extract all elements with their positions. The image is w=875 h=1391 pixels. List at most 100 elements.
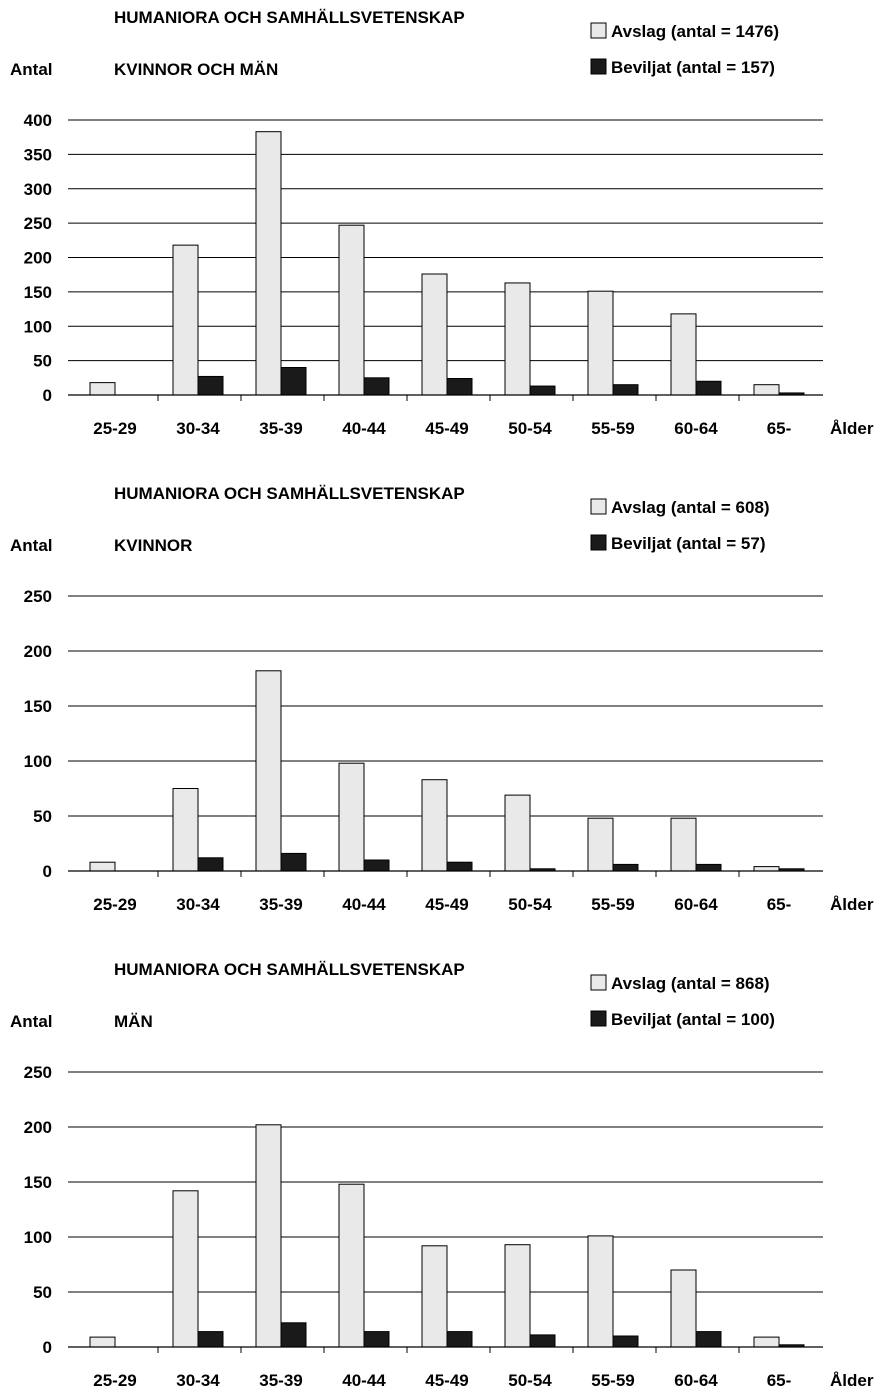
x-tick-label: 50-54 <box>508 895 552 914</box>
bar-beviljat-45-49 <box>446 378 473 396</box>
bar-avslag-65- <box>753 1336 780 1348</box>
y-tick-label: 0 <box>43 862 52 881</box>
bar-beviljat-50-54 <box>529 1334 556 1348</box>
x-tick-label: 40-44 <box>342 419 386 438</box>
bar-beviljat-40-44 <box>363 1331 390 1348</box>
bar-beviljat-40-44 <box>363 859 390 872</box>
y-tick-label: 350 <box>24 145 52 164</box>
legend-label-beviljat: Beviljat (antal = 157) <box>611 58 775 77</box>
bar-beviljat-35-39 <box>280 367 307 396</box>
x-axis-label: Ålder <box>830 419 874 438</box>
bar-avslag-45-49 <box>421 273 448 396</box>
y-axis-label: Antal <box>10 1012 53 1031</box>
y-tick-label: 0 <box>43 1338 52 1357</box>
bar-avslag-40-44 <box>338 762 365 872</box>
legend-swatch-beviljat <box>590 1010 607 1027</box>
bar-beviljat-50-54 <box>529 385 556 396</box>
y-tick-label: 200 <box>24 249 52 268</box>
legend-label-beviljat: Beviljat (antal = 100) <box>611 1010 775 1029</box>
bar-avslag-65- <box>753 384 780 396</box>
bar-beviljat-35-39 <box>280 852 307 872</box>
x-tick-label: 55-59 <box>591 895 634 914</box>
legend-swatch-beviljat <box>590 534 607 551</box>
x-tick-label: 35-39 <box>259 895 302 914</box>
x-tick-label: 45-49 <box>425 895 468 914</box>
chart-title: HUMANIORA OCH SAMHÄLLSVETENSKAP <box>114 8 465 27</box>
bar-beviljat-45-49 <box>446 1331 473 1348</box>
legend: Avslag (antal = 608) Beviljat (antal = 57… <box>590 498 770 553</box>
x-tick-label: 25-29 <box>93 895 136 914</box>
bar-avslag-35-39 <box>255 670 282 872</box>
y-tick-label: 100 <box>24 752 52 771</box>
bar-avslag-50-54 <box>504 794 531 872</box>
bar-avslag-55-59 <box>587 1235 614 1348</box>
x-tick-label: 35-39 <box>259 1371 302 1390</box>
bar-beviljat-35-39 <box>280 1322 307 1348</box>
bar-avslag-50-54 <box>504 1244 531 1348</box>
legend-label-avslag: Avslag (antal = 608) <box>611 498 770 517</box>
x-tick-label: 55-59 <box>591 1371 634 1390</box>
y-tick-label: 400 <box>24 111 52 130</box>
bar-avslag-50-54 <box>504 282 531 396</box>
bar-avslag-60-64 <box>670 817 697 872</box>
bar-avslag-25-29 <box>89 382 116 396</box>
bar-beviljat-30-34 <box>197 1331 224 1348</box>
x-tick-label: 25-29 <box>93 1371 136 1390</box>
x-tick-label: 60-64 <box>674 895 718 914</box>
legend-label-beviljat: Beviljat (antal = 57) <box>611 534 765 553</box>
x-tick-label: 45-49 <box>425 419 468 438</box>
bar-avslag-30-34 <box>172 244 199 396</box>
x-tick-label: 30-34 <box>176 419 220 438</box>
y-tick-label: 250 <box>24 214 52 233</box>
y-tick-label: 100 <box>24 317 52 336</box>
y-tick-label: 300 <box>24 180 52 199</box>
x-tick-label: 60-64 <box>674 419 718 438</box>
bar-avslag-60-64 <box>670 1269 697 1348</box>
bar-avslag-25-29 <box>89 861 116 872</box>
bar-avslag-30-34 <box>172 1190 199 1348</box>
y-tick-label: 250 <box>24 587 52 606</box>
x-tick-label: 65- <box>767 1371 792 1390</box>
x-tick-label: 50-54 <box>508 419 552 438</box>
chart-title: HUMANIORA OCH SAMHÄLLSVETENSKAP <box>114 960 465 979</box>
bar-beviljat-60-64 <box>695 1331 722 1348</box>
bar-avslag-30-34 <box>172 788 199 872</box>
x-tick-label: 35-39 <box>259 419 302 438</box>
bar-beviljat-60-64 <box>695 863 722 872</box>
x-tick-label: 40-44 <box>342 1371 386 1390</box>
bar-beviljat-55-59 <box>612 863 639 872</box>
y-tick-label: 50 <box>33 1283 52 1302</box>
x-tick-label: 30-34 <box>176 895 220 914</box>
legend-swatch-avslag <box>590 22 607 39</box>
legend: Avslag (antal = 868) Beviljat (antal = 10… <box>590 974 775 1029</box>
chart-subtitle: KVINNOR OCH MÄN <box>114 60 278 79</box>
y-axis-label: Antal <box>10 60 53 79</box>
y-tick-label: 200 <box>24 1118 52 1137</box>
bar-avslag-65- <box>753 866 780 872</box>
chart-1: HUMANIORA OCH SAMHÄLLSVETENSKAP KVINNOR O… <box>10 8 874 438</box>
chart-subtitle: MÄN <box>114 1012 153 1031</box>
chart-2: HUMANIORA OCH SAMHÄLLSVETENSKAP KVINNOR An… <box>10 484 874 914</box>
x-tick-label: 40-44 <box>342 895 386 914</box>
x-tick-label: 60-64 <box>674 1371 718 1390</box>
chart-title: HUMANIORA OCH SAMHÄLLSVETENSKAP <box>114 484 465 503</box>
legend-label-avslag: Avslag (antal = 1476) <box>611 22 779 41</box>
x-tick-label: 55-59 <box>591 419 634 438</box>
bar-avslag-60-64 <box>670 313 697 396</box>
y-tick-label: 250 <box>24 1063 52 1082</box>
bar-beviljat-40-44 <box>363 377 390 396</box>
bar-avslag-25-29 <box>89 1336 116 1348</box>
bar-avslag-35-39 <box>255 131 282 396</box>
x-tick-label: 65- <box>767 419 792 438</box>
chart-subtitle: KVINNOR <box>114 536 192 555</box>
y-tick-label: 150 <box>24 283 52 302</box>
y-tick-label: 50 <box>33 352 52 371</box>
y-tick-label: 100 <box>24 1228 52 1247</box>
y-tick-label: 150 <box>24 697 52 716</box>
x-axis-label: Ålder <box>830 895 874 914</box>
chart-3: HUMANIORA OCH SAMHÄLLSVETENSKAP MÄN Antal Å… <box>10 960 874 1390</box>
x-tick-label: 45-49 <box>425 1371 468 1390</box>
bar-beviljat-45-49 <box>446 861 473 872</box>
y-tick-label: 200 <box>24 642 52 661</box>
